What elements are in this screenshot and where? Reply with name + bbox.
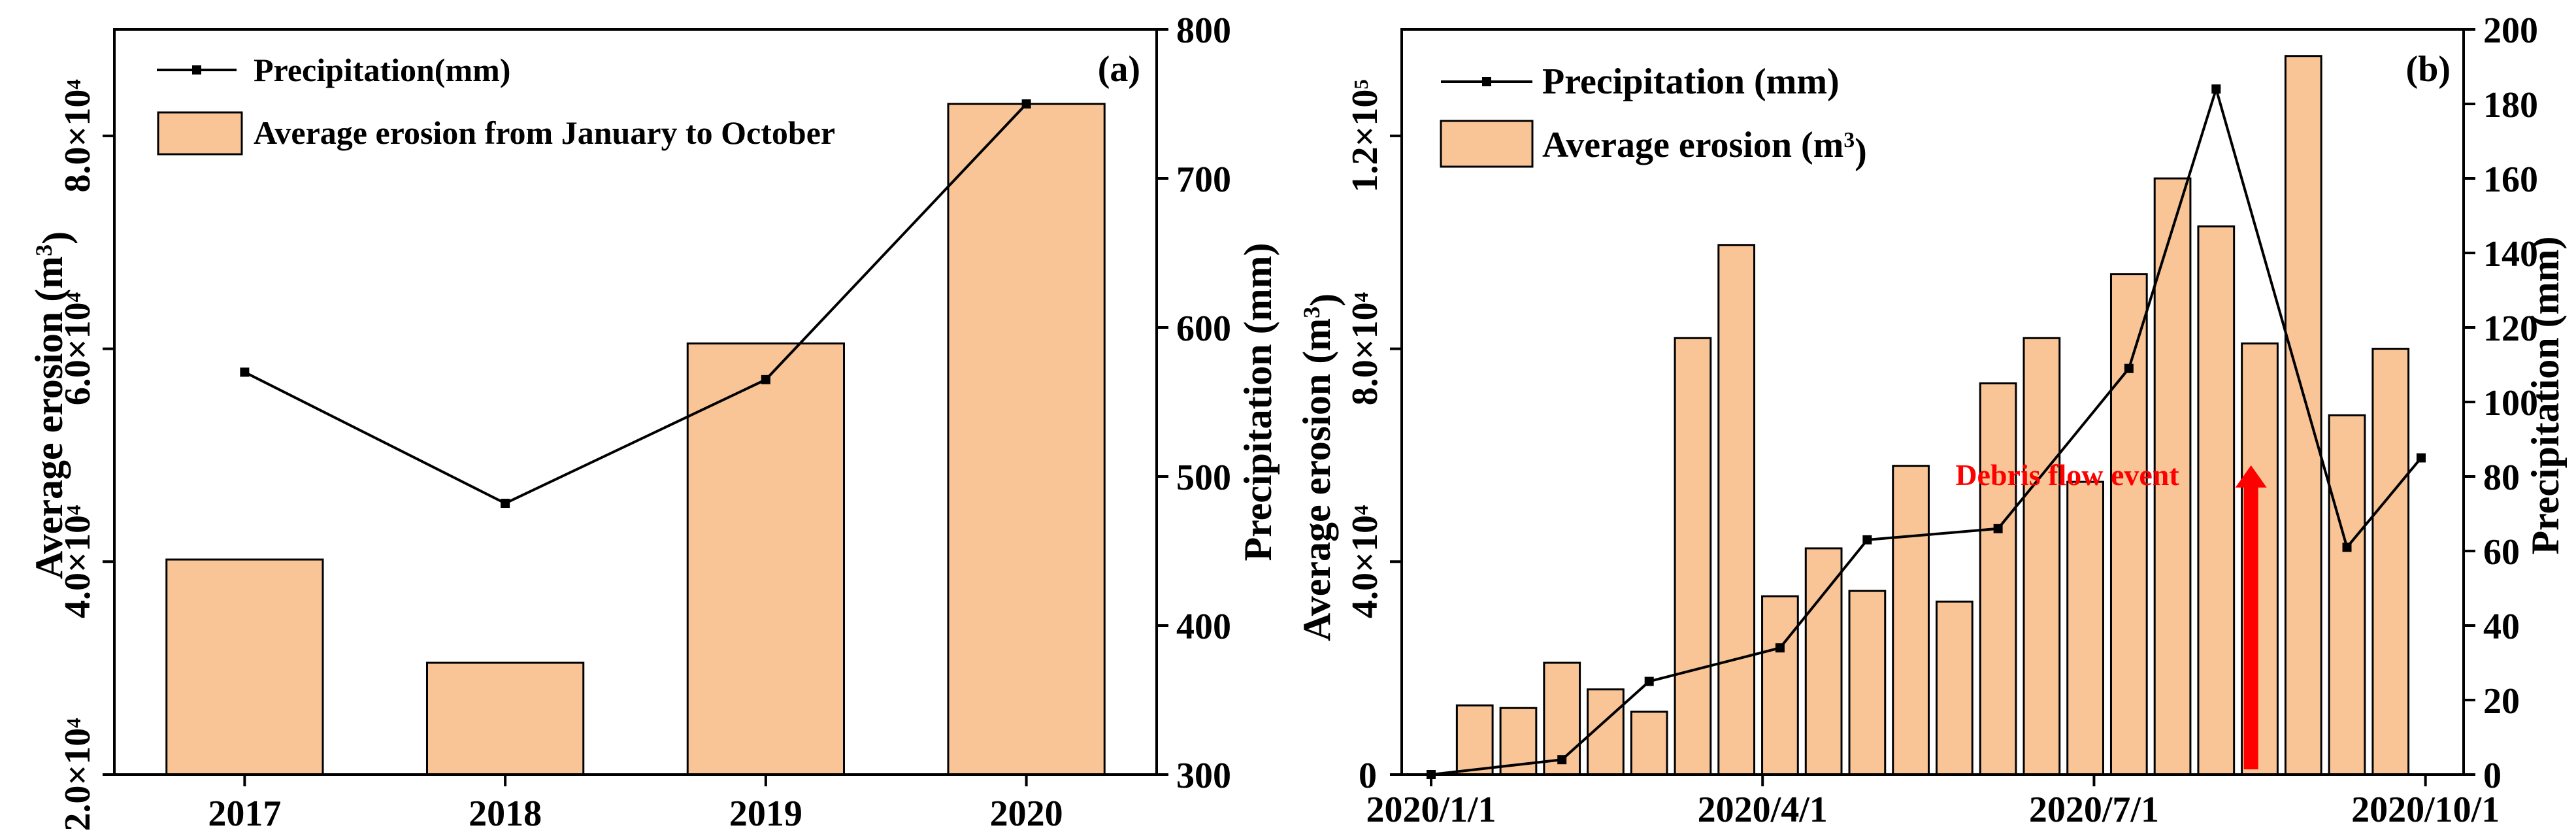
erosion-bar-6	[1674, 337, 1712, 776]
precipitation-point-2019	[761, 375, 770, 384]
precipitation-point-10	[2416, 453, 2426, 463]
x-tick-label-2017: 2017	[208, 794, 281, 834]
right-tick-label: 800	[1176, 10, 1231, 51]
precipitation-point-5	[1862, 535, 1872, 544]
erosion-bar-16	[2109, 273, 2148, 776]
left-tick-label: 4.0×104	[58, 505, 98, 618]
right-tick-label: 600	[1176, 309, 1231, 349]
erosion-bar-12	[1936, 600, 1973, 776]
legend-bar-sample	[1440, 120, 1534, 168]
right-tick-label: 160	[2483, 159, 2538, 200]
erosion-bar-7	[1717, 244, 1756, 776]
erosion-bar-1	[1455, 704, 1494, 776]
left-tick-label: 4.0×104	[1345, 505, 1385, 618]
panel-b-chart: Debris flow event 2020/1/1 2020/4/1 2020/7/…	[1295, 10, 2567, 830]
erosion-bar-20	[2284, 55, 2322, 776]
right-tick-label: 40	[2483, 607, 2520, 647]
erosion-bar-2017	[165, 558, 324, 776]
panel-label-a: (a)	[1098, 49, 1140, 90]
debris-arrow-shaft	[2243, 484, 2258, 769]
precipitation-point-4	[1775, 643, 1785, 653]
x-tick-label-2018: 2018	[469, 794, 542, 834]
debris-flow-label: Debris flow event	[1955, 458, 2179, 492]
panel-a-chart: 2017 2018 2019 2020 2.0×104 4.0×104 6.0×104 8.0…	[27, 10, 1280, 834]
precipitation-point-8	[2211, 84, 2221, 94]
precipitation-line	[1430, 84, 2422, 776]
right-tick-label: 700	[1176, 159, 1231, 200]
erosion-bar-14	[2023, 337, 2061, 776]
right-tick-label: 0	[2483, 756, 2502, 796]
right-tick-label: 80	[2483, 458, 2520, 498]
precipitation-point-9	[2342, 543, 2352, 552]
right-axis-title: Precipitation (mm)	[1236, 242, 1280, 561]
precipitation-point-2017	[240, 367, 250, 377]
erosion-bar-8	[1761, 595, 1799, 776]
precipitation-point-7	[2124, 363, 2134, 373]
erosion-bar-10	[1848, 590, 1887, 776]
erosion-bar-13	[1979, 382, 2017, 776]
x-tick-label: 2020/4/1	[1698, 790, 1828, 830]
left-tick-label: 2.0×104	[58, 718, 98, 831]
x-tick-label: 2020/10/1	[2351, 790, 2500, 830]
right-tick-label: 300	[1176, 756, 1231, 796]
precipitation-point-2	[1557, 755, 1567, 765]
legend-precipitation-label: Precipitation(mm)	[254, 52, 510, 88]
erosion-bar-15	[2066, 480, 2104, 776]
precipitation-point-6	[1993, 524, 2003, 533]
x-tick-label: 2020/7/1	[2029, 790, 2159, 830]
legend-point-sample	[1482, 77, 1491, 86]
erosion-bar-11	[1892, 465, 1930, 776]
right-tick-label: 120	[2483, 309, 2538, 349]
left-tick-label: 8.0×104	[1345, 292, 1385, 405]
left-axis-title: Average erosion (m3)	[27, 231, 78, 579]
precipitation-point-3	[1644, 677, 1654, 686]
erosion-bar-9	[1804, 547, 1843, 776]
erosion-bar-2020	[947, 103, 1106, 776]
right-tick-label: 60	[2483, 532, 2520, 573]
legend-precipitation-label: Precipitation (mm)	[1542, 61, 1840, 102]
left-axis-title: Average erosion (m3)	[1295, 293, 1346, 641]
left-tick-label: 0	[1359, 756, 1377, 796]
right-tick-label: 180	[2483, 85, 2538, 125]
left-tick-label: 6.0×104	[58, 292, 98, 405]
legend-erosion-label: Average erosion from January to October	[254, 114, 835, 151]
precipitation-point-2018	[501, 499, 510, 509]
erosion-bar-21	[2328, 414, 2366, 776]
plot-frame	[113, 28, 1158, 776]
right-tick-label: 400	[1176, 607, 1231, 647]
panel-label-b: (b)	[2406, 49, 2451, 90]
erosion-bar-18	[2197, 225, 2236, 776]
right-axis-title: Precipitation (mm)	[2524, 236, 2567, 554]
erosion-bar-5	[1630, 711, 1668, 776]
right-tick-label: 100	[2483, 383, 2538, 424]
legend-bar-sample	[157, 111, 243, 156]
right-tick-label: 140	[2483, 234, 2538, 275]
legend-point-sample	[192, 65, 201, 75]
left-tick-label: 8.0×104	[58, 79, 98, 192]
x-tick-label: 2020/1/1	[1366, 790, 1496, 830]
erosion-bar-3	[1543, 661, 1581, 776]
erosion-bar-22	[2371, 348, 2410, 776]
erosion-bar-2018	[426, 661, 585, 776]
right-tick-label: 200	[2483, 10, 2538, 51]
x-tick-label-2020: 2020	[990, 794, 1063, 834]
legend-erosion-label: Average erosion (m3)	[1542, 125, 1867, 172]
left-tick-label: 1.2×105	[1345, 79, 1385, 192]
precipitation-line	[244, 103, 1028, 505]
x-tick-label-2019: 2019	[729, 794, 802, 834]
debris-arrow-head	[2235, 465, 2267, 488]
right-tick-label: 20	[2483, 681, 2520, 722]
erosion-bar-2019	[686, 342, 845, 776]
erosion-bar-17	[2153, 177, 2192, 776]
precipitation-point-2020	[1021, 99, 1031, 109]
right-tick-label: 500	[1176, 458, 1231, 498]
